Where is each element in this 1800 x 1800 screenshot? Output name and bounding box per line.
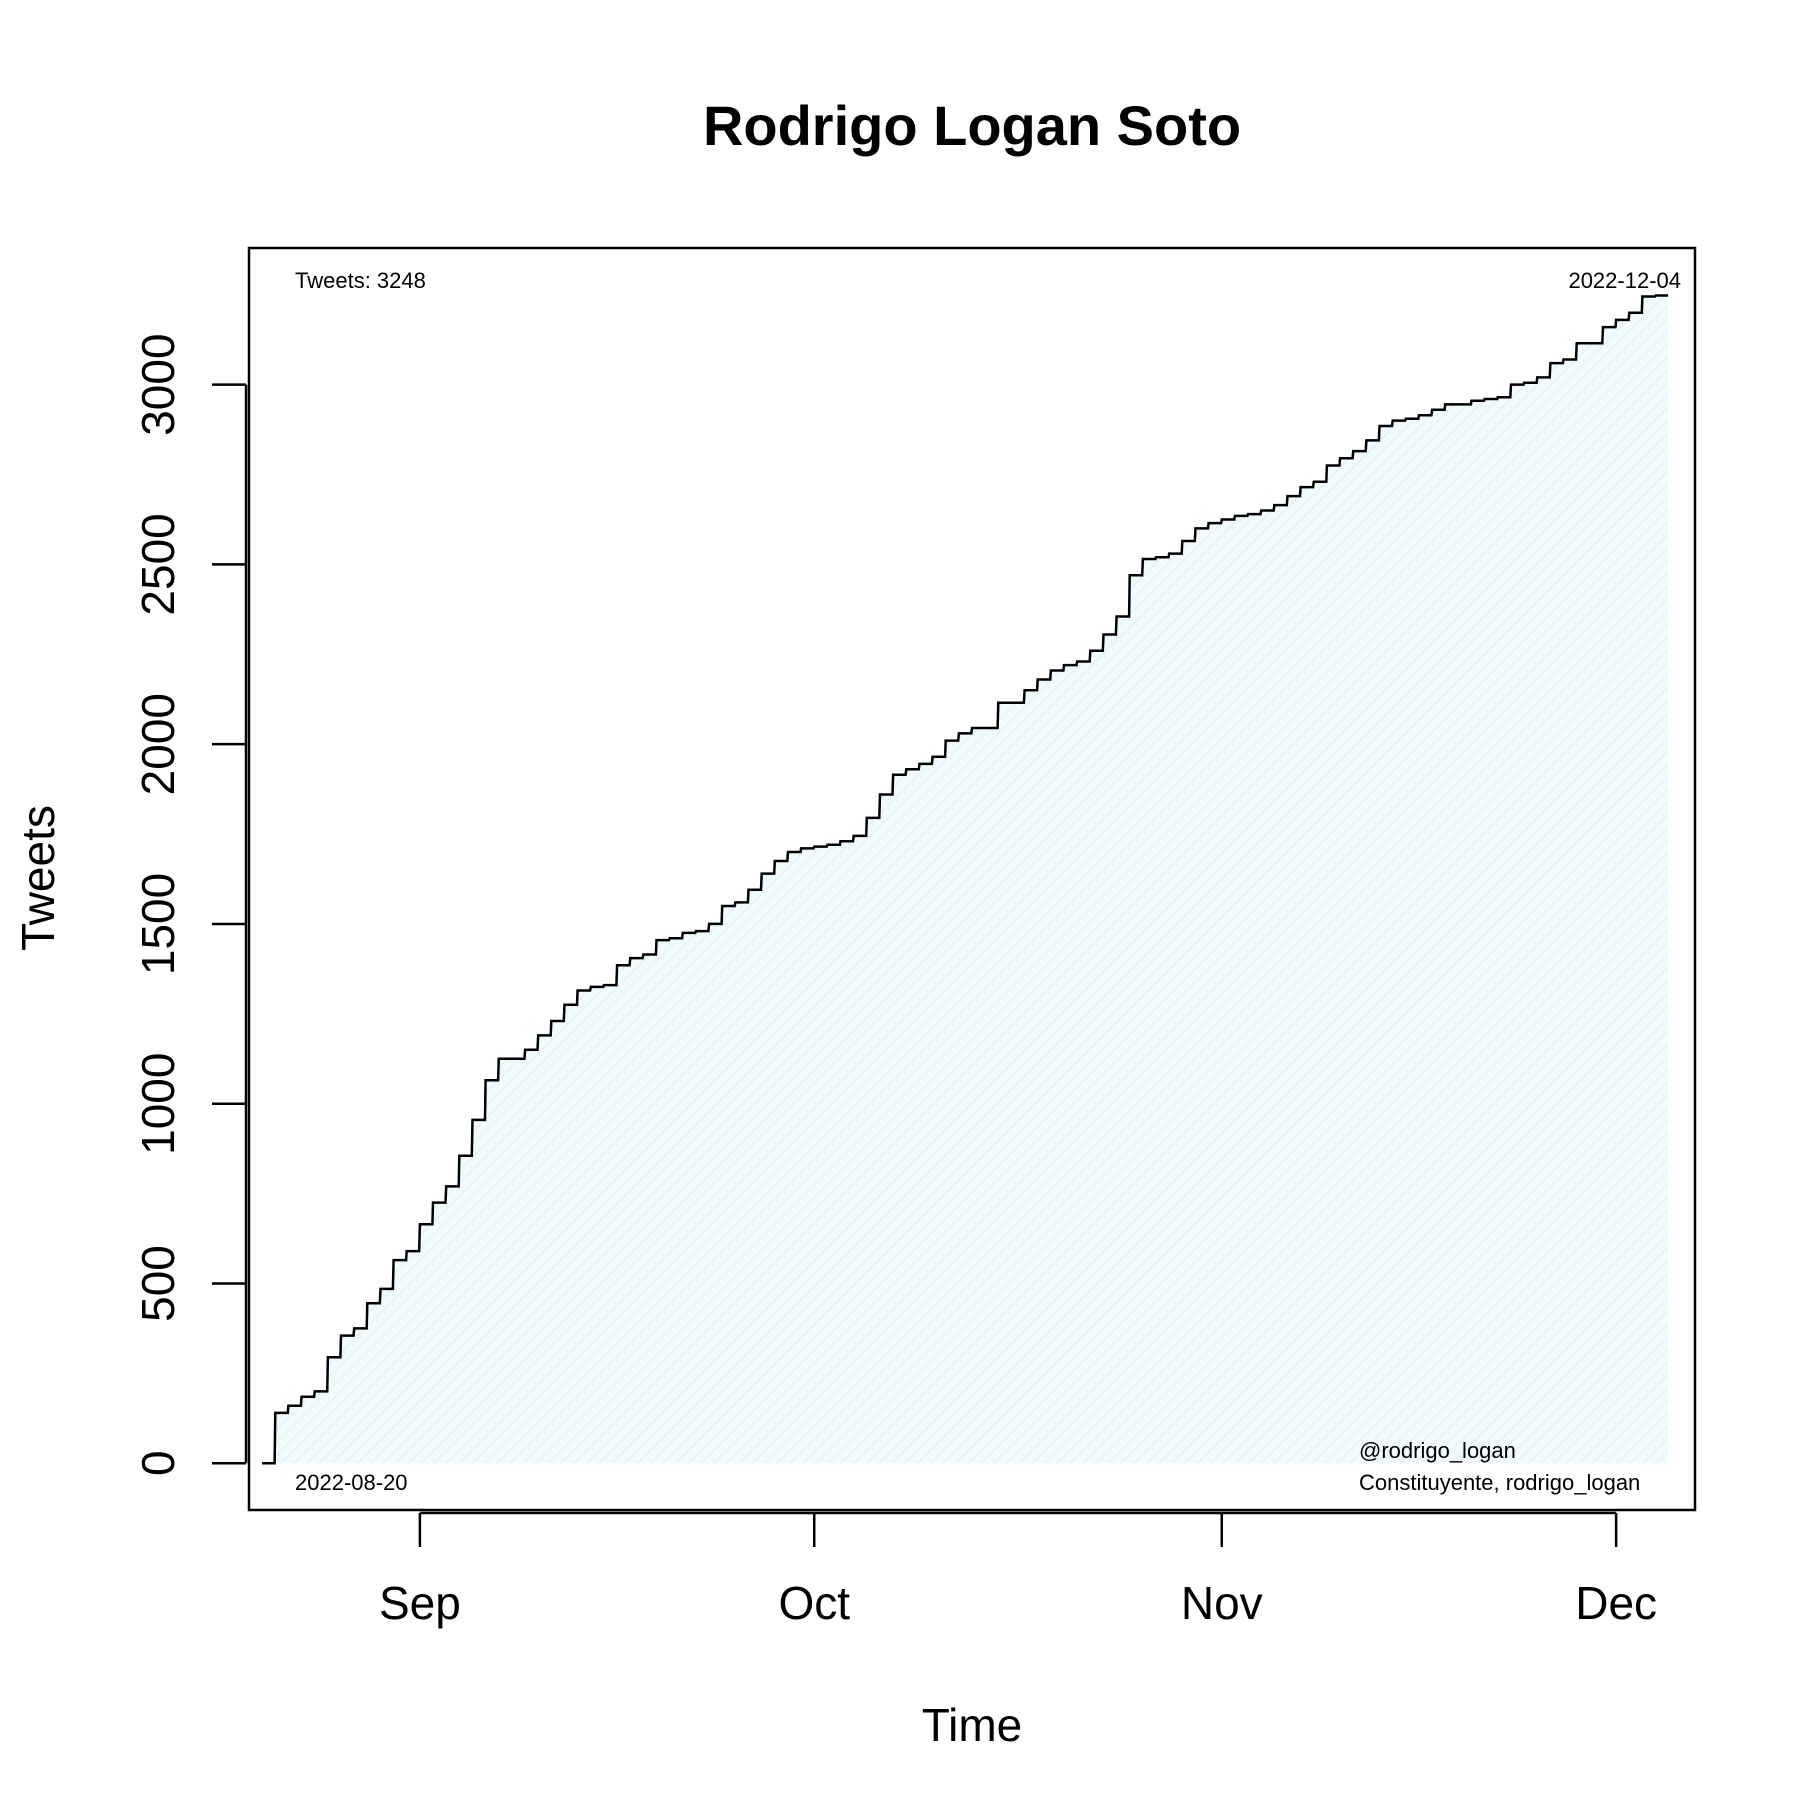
cumulative-area-tint [262,295,1669,1464]
end-date-annotation: 2022-12-04 [1568,268,1681,293]
y-tick-label: 500 [132,1245,184,1322]
y-tick-label: 1500 [132,873,184,975]
cumulative-step-line [262,294,1669,1465]
y-axis-label: Tweets [12,805,64,951]
y-axis: 0 500 1000 1500 2000 2500 3000 [132,333,248,1476]
x-axis: Sep Oct Nov Dec [379,1511,1657,1629]
x-tick-label: Oct [778,1577,850,1629]
start-date-annotation: 2022-08-20 [295,1470,408,1495]
description-annotation: Constituyente, rodrigo_logan [1359,1470,1640,1495]
x-tick-label: Nov [1181,1577,1263,1629]
y-tick-label: 3000 [132,333,184,435]
plot-frame [247,246,1697,1512]
handle-annotation: @rodrigo_logan [1359,1438,1516,1463]
x-tick-label: Dec [1575,1577,1657,1629]
plot-area [262,294,1669,1465]
y-tick-label: 2500 [132,513,184,615]
y-tick-label: 2000 [132,693,184,795]
chart-title: Rodrigo Logan Soto [703,94,1241,157]
x-axis-label: Time [922,1699,1023,1751]
x-tick-label: Sep [379,1577,461,1629]
y-tick-label: 1000 [132,1053,184,1155]
y-tick-label: 0 [132,1450,184,1476]
tweets-count-annotation: Tweets: 3248 [295,268,426,293]
cumulative-area-fill [262,295,1669,1464]
